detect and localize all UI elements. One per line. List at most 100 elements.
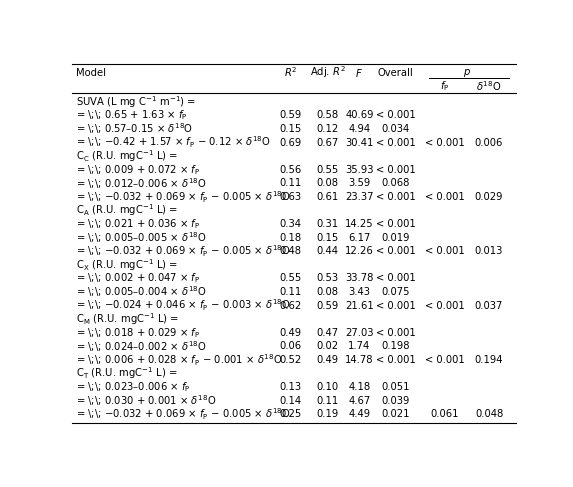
Text: = \;\; 0.030 + 0.001 $\times$ $\delta^{18}$O: = \;\; 0.030 + 0.001 $\times$ $\delta^{1…: [76, 393, 217, 408]
Text: = \;\; 0.006 + 0.028 $\times$ $f_\mathrm{P}$ − 0.001 $\times$ $\delta^{18}$O: = \;\; 0.006 + 0.028 $\times$ $f_\mathrm…: [76, 352, 282, 368]
Text: 0.67: 0.67: [316, 137, 339, 148]
Text: < 0.001: < 0.001: [376, 111, 415, 120]
Text: 40.69: 40.69: [345, 111, 374, 120]
Text: < 0.001: < 0.001: [376, 328, 415, 337]
Text: < 0.001: < 0.001: [425, 137, 465, 148]
Text: 21.61: 21.61: [345, 300, 374, 311]
Text: 0.63: 0.63: [280, 192, 301, 202]
Text: 0.013: 0.013: [475, 246, 503, 256]
Text: 1.74: 1.74: [348, 341, 371, 351]
Text: = \;\; 0.018 + 0.029 $\times$ $f_\mathrm{P}$: = \;\; 0.018 + 0.029 $\times$ $f_\mathrm…: [76, 326, 201, 339]
Text: = \;\; −0.032 + 0.069 $\times$ $f_\mathrm{P}$ − 0.005 $\times$ $\delta^{18}$O: = \;\; −0.032 + 0.069 $\times$ $f_\mathr…: [76, 407, 291, 422]
Text: 4.67: 4.67: [348, 395, 371, 406]
Text: 0.029: 0.029: [475, 192, 503, 202]
Text: 0.53: 0.53: [316, 273, 339, 283]
Text: = \;\; 0.65 + 1.63 $\times$ $f_\mathrm{P}$: = \;\; 0.65 + 1.63 $\times$ $f_\mathrm{P…: [76, 109, 188, 122]
Text: 0.048: 0.048: [475, 409, 503, 419]
Text: < 0.001: < 0.001: [376, 273, 415, 283]
Text: $F$: $F$: [355, 67, 363, 78]
Text: < 0.001: < 0.001: [425, 246, 465, 256]
Text: 0.019: 0.019: [382, 233, 410, 243]
Text: 12.26: 12.26: [345, 246, 374, 256]
Text: 0.48: 0.48: [280, 246, 301, 256]
Text: 0.11: 0.11: [280, 287, 301, 297]
Text: 0.08: 0.08: [316, 287, 339, 297]
Text: $\delta^{18}$O: $\delta^{18}$O: [476, 79, 502, 93]
Text: < 0.001: < 0.001: [376, 219, 415, 229]
Text: = \;\; 0.005–0.004 $\times$ $\delta^{18}$O: = \;\; 0.005–0.004 $\times$ $\delta^{18}…: [76, 284, 207, 300]
Text: 4.18: 4.18: [348, 382, 371, 392]
Text: = \;\; 0.023–0.006 $\times$ $f_\mathrm{P}$: = \;\; 0.023–0.006 $\times$ $f_\mathrm{P…: [76, 380, 191, 394]
Text: SUVA (L mg C$^{-1}$ m$^{-1}$) =: SUVA (L mg C$^{-1}$ m$^{-1}$) =: [76, 94, 197, 110]
Text: 4.49: 4.49: [348, 409, 371, 419]
Text: = \;\; −0.032 + 0.069 $\times$ $f_\mathrm{P}$ − 0.005 $\times$ $\delta^{18}$O: = \;\; −0.032 + 0.069 $\times$ $f_\mathr…: [76, 189, 291, 205]
Text: 14.25: 14.25: [345, 219, 374, 229]
Text: 0.62: 0.62: [280, 300, 301, 311]
Text: $f_\mathrm{P}$: $f_\mathrm{P}$: [440, 79, 449, 93]
Text: 0.021: 0.021: [382, 409, 410, 419]
Text: 23.37: 23.37: [345, 192, 374, 202]
Text: 3.43: 3.43: [348, 287, 370, 297]
Text: 0.037: 0.037: [475, 300, 503, 311]
Text: 0.34: 0.34: [280, 219, 301, 229]
Text: 0.18: 0.18: [280, 233, 301, 243]
Text: 0.14: 0.14: [280, 395, 301, 406]
Text: 0.06: 0.06: [280, 341, 301, 351]
Text: 0.59: 0.59: [316, 300, 339, 311]
Text: 14.78: 14.78: [345, 355, 374, 365]
Text: 0.59: 0.59: [280, 111, 301, 120]
Text: 0.49: 0.49: [316, 355, 339, 365]
Text: C$_\mathrm{T}$ (R.U. mgC$^{-1}$ L) =: C$_\mathrm{T}$ (R.U. mgC$^{-1}$ L) =: [76, 366, 178, 381]
Text: 0.25: 0.25: [280, 409, 301, 419]
Text: 0.075: 0.075: [382, 287, 410, 297]
Text: = \;\; 0.012–0.006 $\times$ $\delta^{18}$O: = \;\; 0.012–0.006 $\times$ $\delta^{18}…: [76, 176, 207, 191]
Text: 0.69: 0.69: [280, 137, 301, 148]
Text: = \;\; −0.032 + 0.069 $\times$ $f_\mathrm{P}$ − 0.005 $\times$ $\delta^{18}$O: = \;\; −0.032 + 0.069 $\times$ $f_\mathr…: [76, 244, 291, 259]
Text: $R^2$: $R^2$: [284, 66, 297, 79]
Text: = \;\; 0.021 + 0.036 $\times$ $f_\mathrm{P}$: = \;\; 0.021 + 0.036 $\times$ $f_\mathrm…: [76, 217, 201, 231]
Text: < 0.001: < 0.001: [425, 300, 465, 311]
Text: 0.49: 0.49: [280, 328, 301, 337]
Text: 0.55: 0.55: [280, 273, 301, 283]
Text: 0.02: 0.02: [316, 341, 339, 351]
Text: 0.19: 0.19: [316, 409, 339, 419]
Text: 0.13: 0.13: [280, 382, 301, 392]
Text: 0.08: 0.08: [316, 178, 339, 188]
Text: Overall: Overall: [378, 68, 414, 77]
Text: Model: Model: [76, 68, 106, 77]
Text: = \;\; 0.002 + 0.047 $\times$ $f_\mathrm{P}$: = \;\; 0.002 + 0.047 $\times$ $f_\mathrm…: [76, 271, 201, 285]
Text: 27.03: 27.03: [345, 328, 374, 337]
Text: < 0.001: < 0.001: [376, 246, 415, 256]
Text: 0.15: 0.15: [316, 233, 339, 243]
Text: Adj. $R^2$: Adj. $R^2$: [309, 65, 346, 80]
Text: 35.93: 35.93: [345, 165, 374, 175]
Text: 0.12: 0.12: [316, 124, 339, 134]
Text: C$_\mathrm{C}$ (R.U. mgC$^{-1}$ L) =: C$_\mathrm{C}$ (R.U. mgC$^{-1}$ L) =: [76, 148, 178, 164]
Text: 4.94: 4.94: [348, 124, 371, 134]
Text: < 0.001: < 0.001: [425, 192, 465, 202]
Text: = \;\; 0.024–0.002 $\times$ $\delta^{18}$O: = \;\; 0.024–0.002 $\times$ $\delta^{18}…: [76, 339, 207, 354]
Text: 0.198: 0.198: [382, 341, 410, 351]
Text: < 0.001: < 0.001: [425, 355, 465, 365]
Text: < 0.001: < 0.001: [376, 192, 415, 202]
Text: $p$: $p$: [463, 67, 471, 78]
Text: = \;\; −0.024 + 0.046 $\times$ $f_\mathrm{P}$ − 0.003 $\times$ $\delta^{18}$O: = \;\; −0.024 + 0.046 $\times$ $f_\mathr…: [76, 298, 291, 313]
Text: 6.17: 6.17: [348, 233, 371, 243]
Text: 0.194: 0.194: [475, 355, 503, 365]
Text: 30.41: 30.41: [345, 137, 374, 148]
Text: 0.58: 0.58: [316, 111, 339, 120]
Text: = \;\; 0.005–0.005 $\times$ $\delta^{18}$O: = \;\; 0.005–0.005 $\times$ $\delta^{18}…: [76, 230, 207, 245]
Text: < 0.001: < 0.001: [376, 165, 415, 175]
Text: 0.034: 0.034: [382, 124, 410, 134]
Text: 0.55: 0.55: [316, 165, 339, 175]
Text: 0.061: 0.061: [430, 409, 459, 419]
Text: = \;\; 0.009 + 0.072 $\times$ $f_\mathrm{P}$: = \;\; 0.009 + 0.072 $\times$ $f_\mathrm…: [76, 163, 201, 177]
Text: < 0.001: < 0.001: [376, 300, 415, 311]
Text: 0.11: 0.11: [280, 178, 301, 188]
Text: C$_\mathrm{X}$ (R.U. mgC$^{-1}$ L) =: C$_\mathrm{X}$ (R.U. mgC$^{-1}$ L) =: [76, 257, 178, 273]
Text: C$_\mathrm{M}$ (R.U. mgC$^{-1}$ L) =: C$_\mathrm{M}$ (R.U. mgC$^{-1}$ L) =: [76, 311, 179, 327]
Text: 0.068: 0.068: [382, 178, 410, 188]
Text: 0.52: 0.52: [280, 355, 301, 365]
Text: 0.31: 0.31: [316, 219, 339, 229]
Text: C$_\mathrm{A}$ (R.U. mgC$^{-1}$ L) =: C$_\mathrm{A}$ (R.U. mgC$^{-1}$ L) =: [76, 203, 178, 218]
